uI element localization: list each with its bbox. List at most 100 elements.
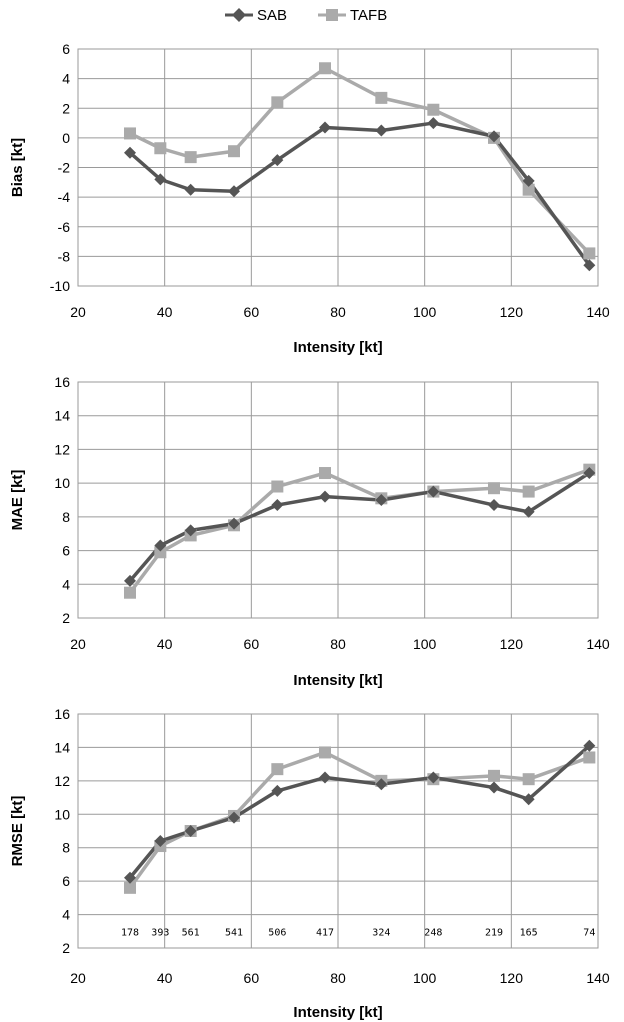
sample-count-label: 219: [485, 927, 503, 938]
data-point-sab: [583, 259, 596, 272]
series-line-tafb: [128, 468, 590, 594]
data-point-sab: [488, 781, 500, 794]
x-tick-label: 40: [157, 970, 173, 986]
series-line-tafb: [128, 750, 590, 889]
data-point-sab: [154, 539, 167, 552]
series-line-sab: [128, 121, 591, 267]
data-point-tafb: [522, 773, 535, 786]
x-tick-label: 100: [413, 636, 437, 652]
data-point-tafb: [522, 485, 535, 498]
data-point-tafb: [271, 96, 284, 109]
data-point-sab: [522, 793, 535, 806]
data-point-tafb: [583, 247, 596, 260]
y-tick-label: 12: [54, 773, 70, 789]
data-point-sab: [184, 825, 197, 837]
y-tick-label: 8: [62, 840, 70, 856]
y-tick-label: -4: [58, 189, 71, 205]
data-point-tafb: [228, 145, 240, 158]
plot-frame: [77, 713, 599, 949]
x-tick-label: 100: [413, 970, 437, 986]
data-point-sab: [228, 185, 240, 198]
plot-frame: [77, 381, 599, 619]
y-tick-label: 2: [62, 610, 70, 626]
y-tick-label: 10: [54, 475, 70, 491]
y-tick-label: -6: [58, 219, 71, 235]
y-tick-label: 12: [54, 441, 70, 457]
y-tick-label: 4: [62, 907, 70, 923]
data-point-tafb: [522, 183, 535, 196]
data-point-tafb: [583, 751, 596, 764]
y-tick-label: 6: [62, 543, 70, 559]
legend-sab-label: SAB: [257, 7, 287, 24]
sample-count-label: 417: [316, 927, 334, 938]
x-tick-label: 120: [500, 970, 524, 986]
data-point-tafb: [488, 769, 500, 782]
data-point-sab: [375, 494, 388, 506]
x-axis-title: Intensity [kt]: [293, 672, 382, 689]
x-tick-label: 140: [586, 636, 610, 652]
data-point-sab: [583, 739, 596, 752]
data-point-sab: [427, 771, 440, 784]
x-tick-label: 80: [330, 304, 346, 320]
data-point-sab: [488, 499, 500, 512]
data-point-sab: [154, 835, 167, 848]
data-point-tafb: [427, 103, 440, 116]
data-point-sab: [154, 173, 167, 186]
y-tick-label: 0: [62, 130, 70, 146]
x-tick-label: 60: [244, 970, 260, 986]
data-point-tafb: [319, 746, 331, 759]
data-point-sab: [375, 778, 388, 791]
data-point-sab: [228, 517, 240, 530]
data-point-sab: [522, 174, 535, 187]
y-tick-label: -2: [58, 160, 71, 176]
data-point-sab: [271, 154, 284, 167]
y-tick-label: 10: [54, 806, 70, 822]
data-point-sab: [522, 505, 535, 518]
mae-chart-panel: 2 4 6 8 10 12 14 16 20 40 60 80 100 120 140 Intensity […: [9, 374, 610, 689]
x-tick-label: 100: [413, 304, 437, 320]
legend-sab-marker: [232, 8, 246, 22]
legend-entry-sab: SAB: [225, 7, 287, 24]
sample-count-label: 74: [583, 927, 595, 938]
data-point-tafb: [184, 151, 197, 164]
data-point-sab: [488, 130, 500, 143]
data-point-sab: [583, 467, 596, 480]
data-point-tafb: [124, 881, 136, 894]
bias-chart-panel: -10 -8 -6 -4 -2 0 2 4 6 20 40 60 80 100 120 140 Intensit…: [9, 41, 610, 356]
y-tick-label: 6: [62, 873, 70, 889]
y-tick-label: -8: [58, 248, 71, 264]
legend-entry-tafb: TAFB: [318, 7, 387, 24]
x-tick-label: 60: [244, 304, 260, 320]
data-point-sab: [427, 485, 440, 498]
x-tick-label: 20: [70, 970, 86, 986]
data-point-tafb: [124, 127, 136, 140]
y-tick-label: 16: [54, 374, 70, 390]
data-point-tafb: [319, 62, 331, 75]
data-point-sab: [124, 871, 136, 884]
y-tick-label: 6: [62, 41, 70, 57]
data-point-sab: [124, 574, 136, 587]
x-tick-label: 40: [157, 304, 173, 320]
y-tick-label: 16: [54, 706, 70, 722]
data-point-sab: [271, 784, 284, 797]
data-point-sab: [271, 499, 284, 512]
legend: SAB TAFB: [225, 7, 387, 24]
x-tick-label: 20: [70, 304, 86, 320]
y-axis-title: RMSE [kt]: [9, 796, 26, 867]
x-tick-label: 140: [586, 970, 610, 986]
legend-tafb-marker: [326, 9, 338, 21]
x-tick-label: 40: [157, 636, 173, 652]
x-axis-title: Intensity [kt]: [293, 1004, 382, 1021]
sample-count-label: 248: [424, 927, 442, 938]
y-tick-label: 2: [62, 100, 70, 116]
data-point-tafb: [124, 586, 136, 599]
y-tick-label: 4: [62, 71, 70, 87]
y-tick-label: 2: [62, 940, 70, 956]
data-point-tafb: [271, 480, 284, 493]
x-tick-label: 140: [586, 304, 610, 320]
y-tick-label: 4: [62, 576, 70, 592]
data-point-tafb: [271, 763, 284, 776]
data-point-sab: [375, 124, 388, 137]
y-tick-label: 14: [54, 408, 70, 424]
